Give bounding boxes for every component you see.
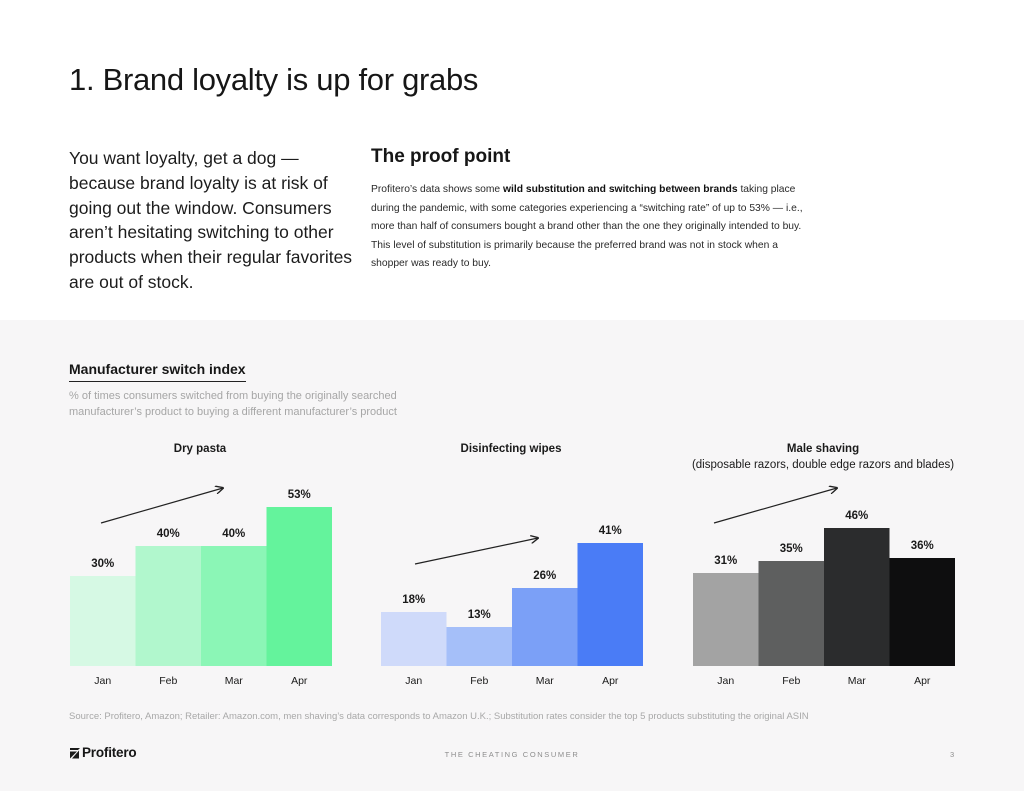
page-number: 3 [950,750,955,759]
footer-publication-title: THE CHEATING CONSUMER [444,750,580,759]
data-label-male-shaving-apr: 36% [911,540,934,552]
proof-body-rest: taking place during the pandemic, with s… [371,184,803,270]
proof-point-heading: The proof point [371,146,511,167]
bar-dry-pasta-feb [135,546,201,666]
x-tick-label-disinfecting-wipes-jan: Jan [405,675,422,687]
data-label-dry-pasta-jan: 30% [91,558,114,570]
profitero-logo-text: Profitero [82,745,137,760]
data-label-dry-pasta-mar: 40% [222,528,245,540]
bar-male-shaving-mar [824,528,890,666]
trend-arrow-male-shaving [713,488,837,524]
data-label-dry-pasta-apr: 53% [288,489,311,501]
data-label-male-shaving-feb: 35% [780,543,803,555]
x-tick-label-disinfecting-wipes-apr: Apr [602,675,619,687]
bar-disinfecting-wipes-feb [446,627,512,666]
x-tick-label-dry-pasta-jan: Jan [94,675,111,687]
x-tick-label-male-shaving-apr: Apr [914,675,931,687]
chart-subtitle-male-shaving: (disposable razors, double edge razors a… [691,459,955,471]
x-tick-label-dry-pasta-apr: Apr [291,675,308,687]
header-section [0,0,1024,320]
x-tick-label-male-shaving-jan: Jan [717,675,734,687]
data-label-disinfecting-wipes-mar: 26% [533,570,556,582]
trend-arrow-disinfecting-wipes [414,538,538,565]
trend-arrow-dry-pasta [100,488,223,524]
profitero-logo-icon [70,747,80,758]
x-tick-label-disinfecting-wipes-feb: Feb [470,675,488,687]
data-label-dry-pasta-feb: 40% [157,528,180,540]
bar-disinfecting-wipes-jan [381,612,447,666]
x-tick-label-dry-pasta-feb: Feb [159,675,177,687]
bar-male-shaving-jan [693,573,759,666]
bar-dry-pasta-jan [70,576,136,666]
x-tick-label-male-shaving-feb: Feb [782,675,800,687]
proof-body-intro: Profitero’s data shows some [371,184,504,195]
data-label-male-shaving-jan: 31% [714,555,737,567]
chart-title-male-shaving: Male shaving [786,443,860,455]
data-label-disinfecting-wipes-jan: 18% [402,594,425,606]
chart-title-dry-pasta: Dry pasta [173,443,227,455]
bar-male-shaving-apr [889,558,955,666]
bar-dry-pasta-apr [266,507,332,666]
source-note: Source: Profitero, Amazon; Retailer: Ama… [69,711,809,722]
bar-disinfecting-wipes-apr [577,543,643,666]
proof-point-body: Profitero’s data shows some wild substit… [371,181,811,274]
data-label-disinfecting-wipes-feb: 13% [468,609,491,621]
lead-paragraph: You want loyalty, get a dog — because br… [69,148,353,292]
bar-dry-pasta-mar [201,546,267,666]
x-tick-label-disinfecting-wipes-mar: Mar [536,675,555,687]
x-tick-label-dry-pasta-mar: Mar [225,675,244,687]
switch-index-subtitle: % of times consumers switched from buyin… [69,390,397,418]
bar-disinfecting-wipes-mar [512,588,578,666]
data-label-disinfecting-wipes-apr: 41% [599,525,622,537]
profitero-logo: Profitero [69,745,137,760]
data-label-male-shaving-mar: 46% [845,510,868,522]
switch-index-title: Manufacturer switch index [69,361,246,382]
chart-title-disinfecting-wipes: Disinfecting wipes [460,443,562,455]
proof-body-highlight: wild substitution and switching between … [503,184,738,195]
page-title: 1. Brand loyalty is up for grabs [69,62,479,97]
bar-male-shaving-feb [758,561,824,666]
x-tick-label-male-shaving-mar: Mar [848,675,867,687]
